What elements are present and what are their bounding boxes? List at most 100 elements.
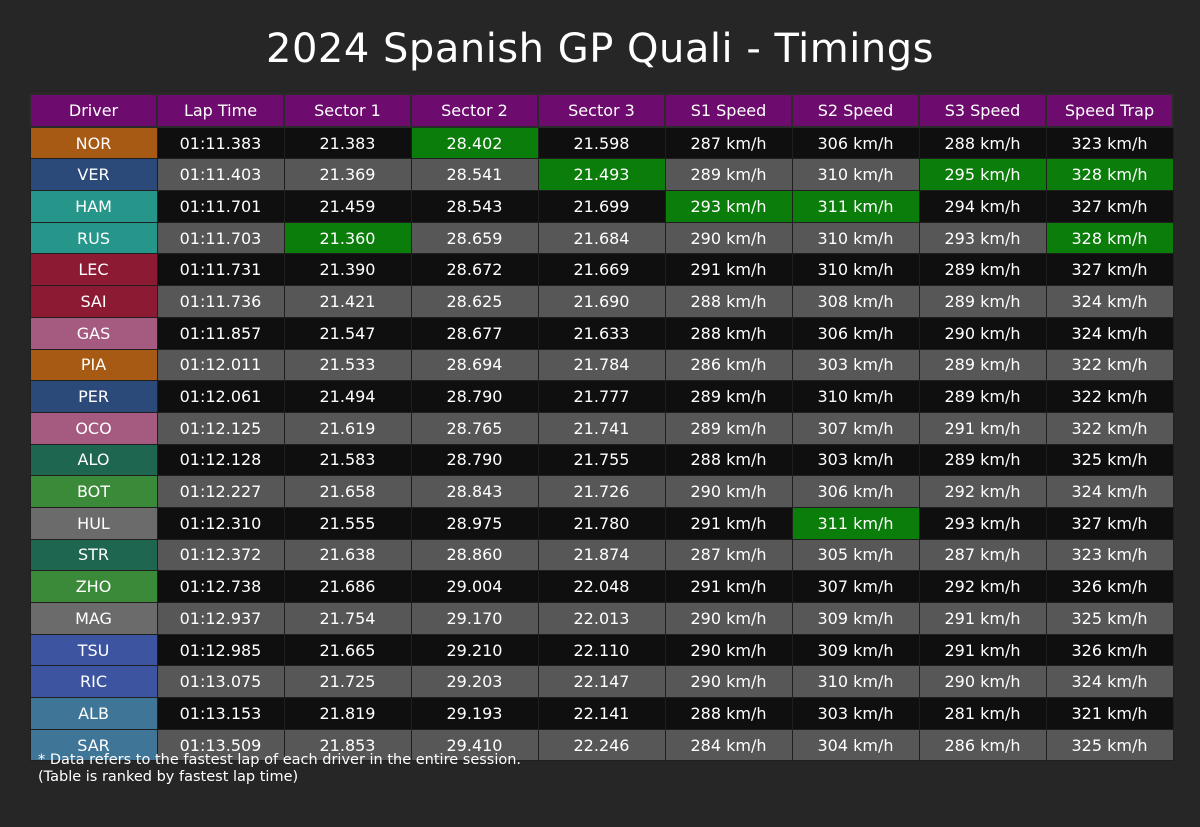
value-cell: 01:11.383 [156,126,285,160]
value-cell: 28.790 [410,443,539,477]
column-header: Sector 2 [410,93,539,128]
value-cell: 21.874 [537,538,666,572]
value-cell: 28.659 [410,221,539,255]
best-value-cell: 311 km/h [791,506,920,540]
table-row: MAG 01:12.937 21.754 29.170 22.013 290 km/h 30… [29,602,1174,635]
value-cell: 01:12.061 [156,380,285,413]
value-cell: 306 km/h [791,316,920,350]
value-cell: 324 km/h [1045,316,1174,350]
value-cell: 22.147 [537,665,666,699]
value-cell: 01:12.125 [156,411,285,445]
value-cell: 303 km/h [791,697,920,730]
value-cell: 291 km/h [664,506,793,540]
column-header: Speed Trap [1045,93,1174,128]
value-cell: 307 km/h [791,570,920,603]
best-value-cell: 28.402 [410,126,539,160]
driver-cell: SAR [29,728,158,762]
driver-cell: ALO [29,443,158,477]
value-cell: 28.975 [410,506,539,540]
best-value-cell: 295 km/h [918,158,1047,192]
value-cell: 289 km/h [918,348,1047,382]
driver-cell: OCO [29,411,158,445]
value-cell: 21.421 [283,285,412,318]
value-cell: 306 km/h [791,475,920,508]
value-cell: 289 km/h [918,253,1047,287]
best-value-cell: 21.493 [537,158,666,192]
driver-cell: NOR [29,126,158,160]
value-cell: 326 km/h [1045,570,1174,603]
driver-cell: BOT [29,475,158,508]
value-cell: 28.677 [410,316,539,350]
table-row: RIC 01:13.075 21.725 29.203 22.147 290 km/h 31… [29,665,1174,699]
table-row: RUS 01:11.703 21.360 28.659 21.684 290 km/h 31… [29,221,1174,255]
value-cell: 288 km/h [664,316,793,350]
value-cell: 21.533 [283,348,412,382]
driver-cell: MAG [29,602,158,635]
value-cell: 28.694 [410,348,539,382]
value-cell: 01:12.738 [156,570,285,603]
value-cell: 29.410 [410,728,539,762]
value-cell: 28.843 [410,475,539,508]
table-row: STR 01:12.372 21.638 28.860 21.874 287 km/h 30… [29,538,1174,572]
table-row: SAR 01:13.509 21.853 29.410 22.246 284 km/h 30… [29,728,1174,762]
value-cell: 22.141 [537,697,666,730]
value-cell: 01:12.310 [156,506,285,540]
value-cell: 290 km/h [664,602,793,635]
value-cell: 294 km/h [918,190,1047,223]
value-cell: 01:11.736 [156,285,285,318]
value-cell: 29.210 [410,633,539,667]
value-cell: 291 km/h [918,411,1047,445]
value-cell: 291 km/h [664,570,793,603]
value-cell: 326 km/h [1045,633,1174,667]
table-row: HAM 01:11.701 21.459 28.543 21.699 293 km/h 31… [29,190,1174,223]
value-cell: 21.669 [537,253,666,287]
driver-cell: LEC [29,253,158,287]
table-body: NOR 01:11.383 21.383 28.402 21.598 287 km/h 30… [29,126,1174,762]
value-cell: 288 km/h [664,443,793,477]
value-cell: 21.383 [283,126,412,160]
value-cell: 21.583 [283,443,412,477]
value-cell: 01:11.703 [156,221,285,255]
value-cell: 303 km/h [791,443,920,477]
table-row: OCO 01:12.125 21.619 28.765 21.741 289 km/h 30… [29,411,1174,445]
value-cell: 289 km/h [918,443,1047,477]
column-header: Sector 1 [283,93,412,128]
value-cell: 29.193 [410,697,539,730]
best-value-cell: 311 km/h [791,190,920,223]
value-cell: 281 km/h [918,697,1047,730]
column-header: S3 Speed [918,93,1047,128]
value-cell: 01:13.075 [156,665,285,699]
value-cell: 291 km/h [918,602,1047,635]
driver-cell: RIC [29,665,158,699]
value-cell: 21.459 [283,190,412,223]
value-cell: 01:11.701 [156,190,285,223]
best-value-cell: 328 km/h [1045,158,1174,192]
value-cell: 21.686 [283,570,412,603]
value-cell: 288 km/h [918,126,1047,160]
value-cell: 289 km/h [664,411,793,445]
table-row: BOT 01:12.227 21.658 28.843 21.726 290 km/h 30… [29,475,1174,508]
value-cell: 327 km/h [1045,253,1174,287]
driver-cell: HUL [29,506,158,540]
value-cell: 21.784 [537,348,666,382]
value-cell: 292 km/h [918,570,1047,603]
value-cell: 287 km/h [664,538,793,572]
value-cell: 21.741 [537,411,666,445]
value-cell: 287 km/h [918,538,1047,572]
value-cell: 21.619 [283,411,412,445]
value-cell: 22.246 [537,728,666,762]
value-cell: 310 km/h [791,158,920,192]
value-cell: 29.170 [410,602,539,635]
table-row: GAS 01:11.857 21.547 28.677 21.633 288 km/h 30… [29,316,1174,350]
value-cell: 21.598 [537,126,666,160]
value-cell: 28.541 [410,158,539,192]
value-cell: 01:13.153 [156,697,285,730]
driver-cell: ALB [29,697,158,730]
value-cell: 322 km/h [1045,348,1174,382]
value-cell: 21.684 [537,221,666,255]
driver-cell: ZHO [29,570,158,603]
value-cell: 288 km/h [664,285,793,318]
value-cell: 324 km/h [1045,665,1174,699]
footnote: * Data refers to the fastest lap of each… [38,752,521,786]
value-cell: 21.699 [537,190,666,223]
